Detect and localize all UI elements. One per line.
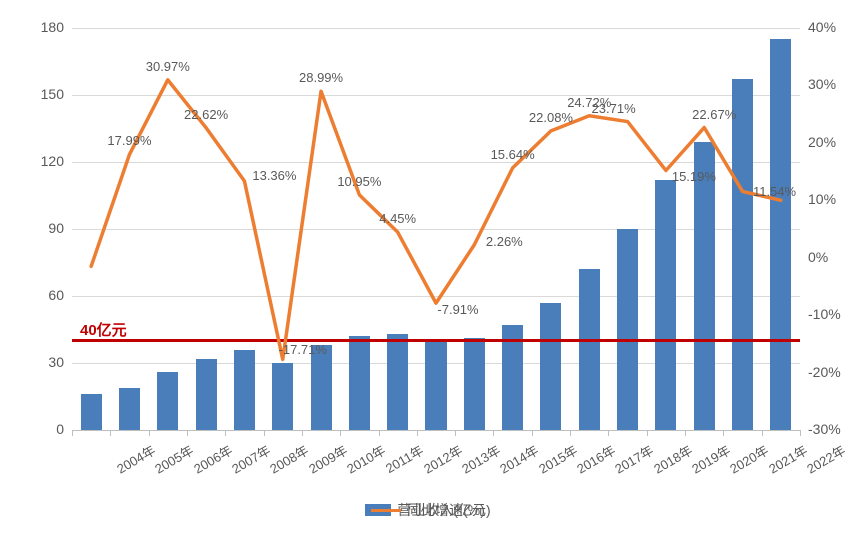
- x-tick-mark: [800, 430, 801, 436]
- x-tick-mark: [647, 430, 648, 436]
- line-data-label: 28.99%: [299, 70, 343, 85]
- x-tick-mark: [340, 430, 341, 436]
- line-data-label: 22.08%: [529, 110, 573, 125]
- legend-item: 同比增速(%): [371, 500, 485, 520]
- x-tick-mark: [532, 430, 533, 436]
- line-data-label: 22.67%: [692, 107, 736, 122]
- x-tick-mark: [72, 430, 73, 436]
- x-tick-mark: [110, 430, 111, 436]
- line-data-label: 10.95%: [337, 174, 381, 189]
- x-tick-mark: [570, 430, 571, 436]
- x-tick-mark: [685, 430, 686, 436]
- line-data-label: 13.36%: [252, 168, 296, 183]
- x-tick-mark: [187, 430, 188, 436]
- x-tick-mark: [455, 430, 456, 436]
- line-data-label: -7.91%: [437, 302, 478, 317]
- x-tick-mark: [225, 430, 226, 436]
- x-tick-mark: [608, 430, 609, 436]
- legend-label: 同比增速(%): [407, 500, 485, 520]
- x-tick-mark: [302, 430, 303, 436]
- x-tick-mark: [149, 430, 150, 436]
- line-data-label: 17.99%: [107, 133, 151, 148]
- combo-chart: 0306090120150180-30%-20%-10%0%10%20%30%4…: [0, 0, 856, 535]
- line-data-label: 23.71%: [592, 101, 636, 116]
- x-tick-mark: [493, 430, 494, 436]
- legend-swatch: [371, 509, 401, 512]
- x-tick-mark: [762, 430, 763, 436]
- x-tick-mark: [417, 430, 418, 436]
- x-tick-mark: [379, 430, 380, 436]
- line-data-label: 15.64%: [491, 147, 535, 162]
- line-data-label: 4.45%: [379, 211, 416, 226]
- line-data-label: 22.62%: [184, 107, 228, 122]
- line-data-label: 30.97%: [146, 59, 190, 74]
- line-data-label: 15.19%: [672, 169, 716, 184]
- line-data-label: -17.71%: [279, 342, 327, 357]
- x-tick-mark: [264, 430, 265, 436]
- x-tick-mark: [723, 430, 724, 436]
- line-data-label: 2.26%: [486, 234, 523, 249]
- line-data-label: 11.54%: [753, 184, 796, 199]
